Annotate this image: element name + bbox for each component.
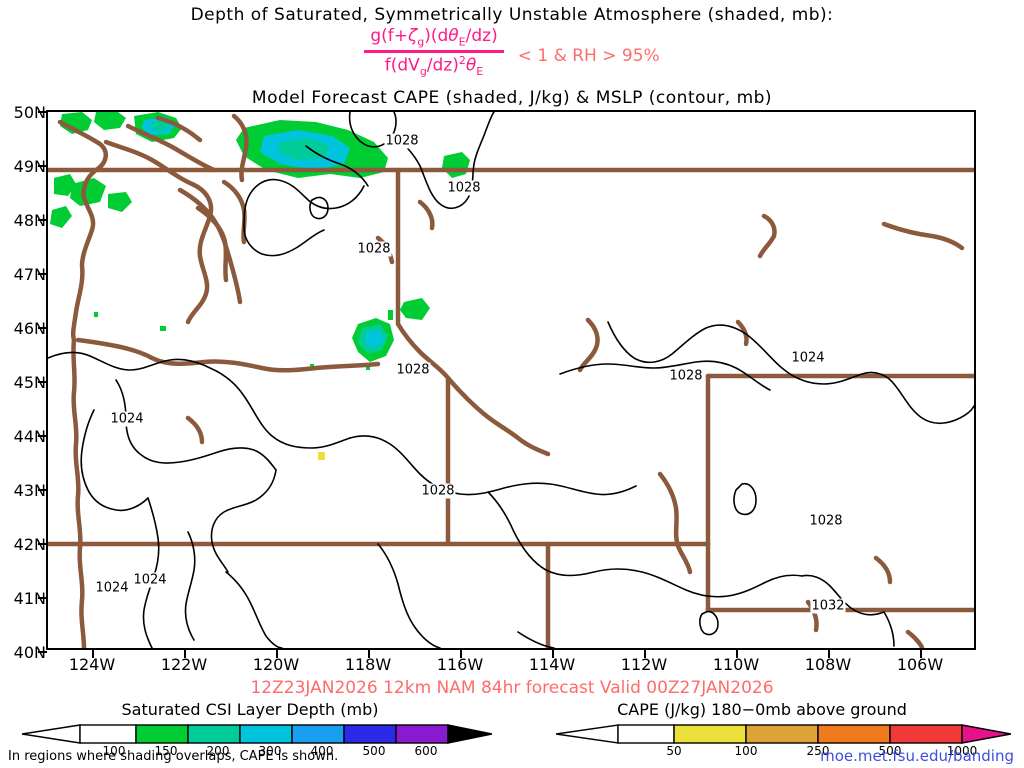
forecast-map[interactable]: 1028 1028 1028 1028 1028 1024 1024 1028 … [46,110,976,650]
cb-tick: 100 [734,744,758,758]
lat-tick [38,543,47,545]
lat-tick [38,489,47,491]
cape-colorbar-ticks: 50 100 250 500 1000 [556,744,1011,758]
formula-fraction: g(f+ζg)(dθE/dz) f(dVg/dz)2θE [364,26,504,78]
lat-tick [38,327,47,329]
lat-tick [38,111,47,113]
lat-label: 47N [13,265,46,284]
cb-tick: 1000 [946,744,978,758]
formula-condition: < 1 & RH > 95% [517,45,660,66]
csi-formula: g(f+ζg)(dθE/dz) f(dVg/dz)2θE < 1 & RH > … [0,26,1024,78]
lat-label: 43N [13,481,46,500]
contour-label: 1028 [808,513,844,529]
lon-tick [644,650,646,658]
lon-label: 124W [68,655,116,674]
cb-tick: 50 [666,744,682,758]
formula-denominator: f(dVg/dz)2θE [384,53,484,78]
lon-tick [552,650,554,658]
lon-label: 120W [252,655,300,674]
csi-colorbar[interactable] [22,723,492,745]
overlap-note: In regions where shading overlaps, CAPE … [8,749,339,764]
lon-label: 116W [436,655,484,674]
contour-label: 1024 [132,572,168,588]
contour-label: 1028 [395,362,431,378]
contour-label: 1024 [109,411,145,427]
lat-label: 42N [13,535,46,554]
lon-tick [368,650,370,658]
lon-label: 114W [528,655,576,674]
lat-label: 44N [13,427,46,446]
lon-tick [460,650,462,658]
lat-tick [38,273,47,275]
lon-tick [184,650,186,658]
lat-label: 41N [13,589,46,608]
lat-tick [38,651,47,653]
cape-colorbar-caption: CAPE (J/kg) 180−0mb above ground [617,700,907,719]
lon-tick [736,650,738,658]
lon-label: 112W [620,655,668,674]
lon-tick [92,650,94,658]
contour-label: 1028 [356,241,392,257]
formula-numerator: g(f+ζg)(dθE/dz) [370,26,498,49]
cb-tick: 300 [258,744,282,758]
cape-shading-layer [318,452,325,460]
formula-divider [364,49,504,53]
csi-colorbar-caption: Saturated CSI Layer Depth (mb) [121,700,379,719]
lat-tick [38,597,47,599]
lon-label: 118W [344,655,392,674]
page-subtitle: Model Forecast CAPE (shaded, J/kg) & MSL… [251,88,773,108]
contour-label: 1028 [446,180,482,196]
contour-label: 1024 [790,350,826,366]
lon-label: 122W [160,655,208,674]
cb-tick: 100 [102,744,126,758]
contour-label: 1028 [384,133,420,149]
cb-tick: 200 [206,744,230,758]
lat-label: 40N [13,643,46,662]
forecast-valid-line: 12Z23JAN2026 12km NAM 84hr forecast Vali… [250,678,774,698]
contour-label: 1024 [94,580,130,596]
lat-label: 48N [13,211,46,230]
lat-tick [38,435,47,437]
lat-label: 50N [13,103,46,122]
cape-colorbar[interactable] [556,723,1011,745]
cb-tick: 500 [362,744,386,758]
cb-tick: 600 [414,744,438,758]
lat-tick [38,381,47,383]
cb-tick: 250 [806,744,830,758]
lon-tick [276,650,278,658]
lat-tick [38,219,47,221]
csi-colorbar-ticks: 100 150 200 300 400 500 600 [22,744,492,758]
map-graphic [48,112,974,648]
lat-tick [38,165,47,167]
contour-label: 1028 [668,368,704,384]
lat-label: 46N [13,319,46,338]
cb-tick: 150 [154,744,178,758]
source-url-link[interactable]: moe.met.fsu.edu/banding [820,747,1014,765]
contour-label: 1032 [810,598,846,614]
lat-label: 45N [13,373,46,392]
page-title: Depth of Saturated, Symmetrically Unstab… [190,5,834,25]
lon-label: 108W [804,655,852,674]
contour-label: 1028 [420,483,456,499]
lon-tick [828,650,830,658]
lon-tick [920,650,922,658]
lat-label: 49N [13,157,46,176]
lon-label: 110W [712,655,760,674]
cb-tick: 500 [878,744,902,758]
lon-label: 106W [896,655,944,674]
cb-tick: 400 [310,744,334,758]
